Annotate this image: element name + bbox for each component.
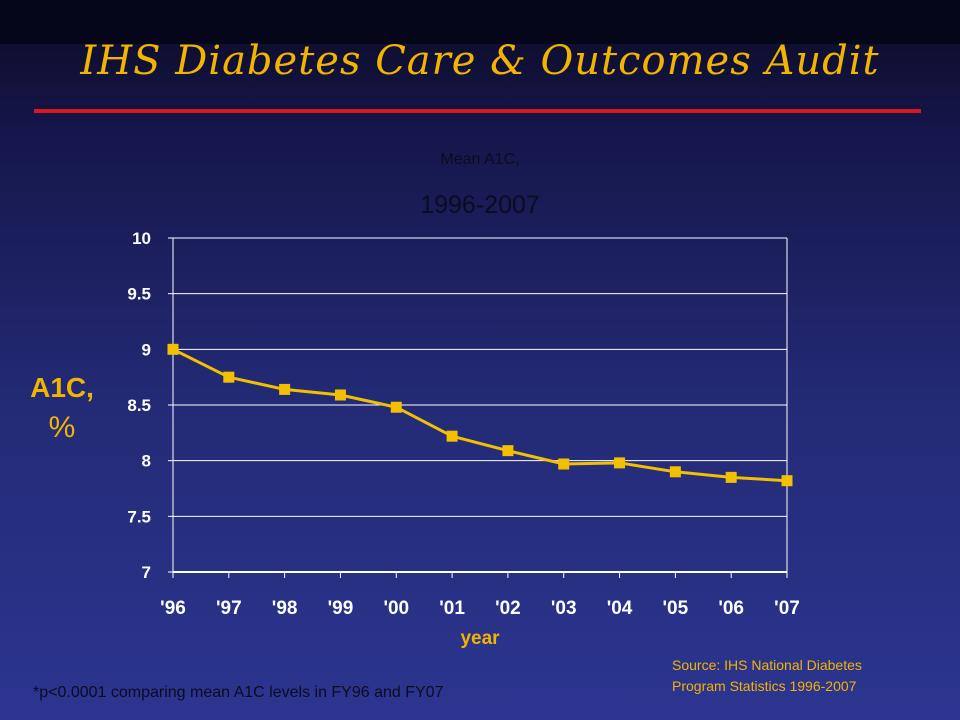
y-axis-label-unit: %	[48, 411, 76, 444]
x-tick-label: '03	[551, 598, 577, 619]
data-point-marker	[558, 458, 570, 470]
x-tick-label: '98	[272, 598, 298, 619]
x-tick-label: '02	[495, 598, 521, 619]
data-point-marker	[614, 457, 626, 469]
source-note: Source: IHS National Diabetes Program St…	[672, 655, 942, 697]
title-rule	[34, 109, 921, 113]
data-point-marker	[502, 445, 514, 457]
data-point-marker	[725, 471, 737, 483]
y-tick-label: 7	[142, 563, 151, 582]
y-tick-label: 8.5	[127, 396, 151, 415]
x-tick-label: '05	[663, 598, 689, 619]
x-tick-label: '97	[216, 598, 242, 619]
slide-title: IHS Diabetes Care & Outcomes Audit	[80, 38, 880, 84]
chart-subtitle: 1996-2007	[420, 191, 540, 219]
y-tick-label: 7.5	[127, 507, 151, 526]
data-point-marker	[446, 430, 458, 442]
footnote: *p<0.0001 comparing mean A1C levels in F…	[33, 684, 444, 701]
y-tick-label: 10	[132, 229, 151, 248]
y-axis-label-text: A1C,	[30, 372, 94, 403]
y-axis-label: A1C, %	[14, 368, 110, 448]
y-tick-label: 8	[142, 452, 151, 471]
data-point-marker	[279, 383, 291, 395]
chart-title: Mean A1C,	[440, 151, 520, 168]
data-point-marker	[390, 401, 402, 413]
data-point-marker	[669, 466, 681, 478]
x-tick-label: '96	[160, 598, 186, 619]
x-axis-label: year	[460, 628, 500, 649]
x-tick-label: '99	[328, 598, 354, 619]
x-tick-label: '07	[774, 598, 800, 619]
data-point-marker	[334, 389, 346, 401]
y-tick-label: 9.5	[127, 285, 151, 304]
x-tick-label: '01	[439, 598, 465, 619]
x-tick-label: '00	[383, 598, 409, 619]
x-tick-label: '04	[607, 598, 633, 619]
data-point-marker	[223, 371, 235, 383]
top-band	[0, 0, 960, 44]
source-line-1: Source: IHS National Diabetes	[672, 657, 862, 673]
series-line	[172, 347, 788, 483]
y-tick-label: 9	[142, 340, 151, 359]
source-line-2: Program Statistics 1996-2007	[672, 678, 857, 694]
data-point-marker	[167, 343, 179, 355]
x-tick-label: '06	[718, 598, 744, 619]
data-point-marker	[781, 475, 793, 487]
